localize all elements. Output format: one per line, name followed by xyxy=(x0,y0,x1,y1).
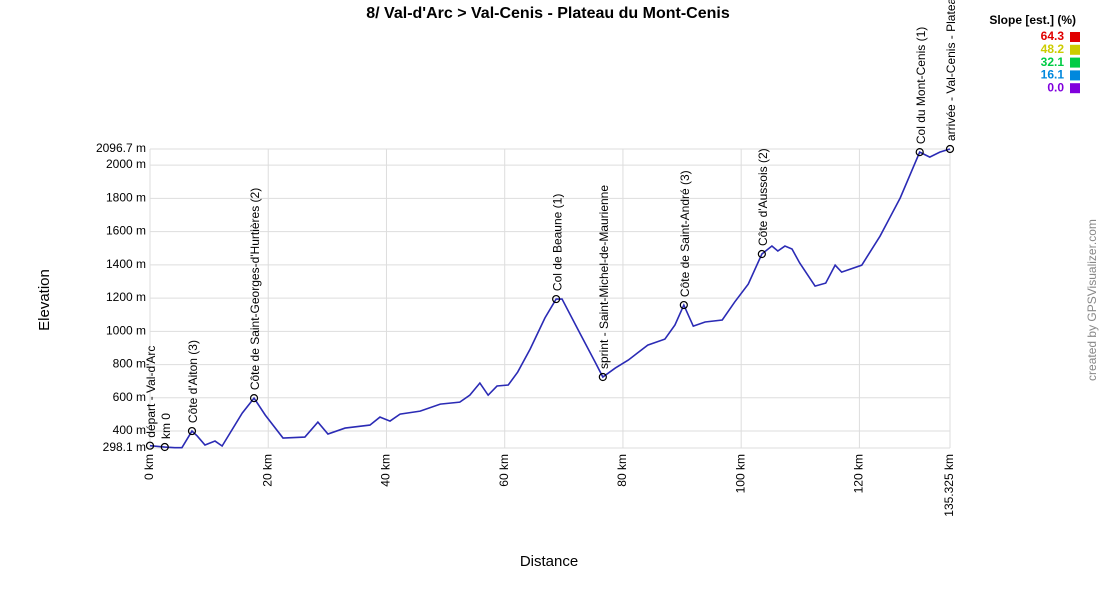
legend-swatch xyxy=(1070,83,1080,94)
y-tick-label: 2096.7 m xyxy=(96,141,146,155)
legend-label: 16.1 xyxy=(1041,68,1065,82)
x-tick-label: 100 km xyxy=(733,454,747,493)
legend-swatch xyxy=(1070,44,1080,55)
waypoint-marker xyxy=(757,249,766,259)
elevation-line xyxy=(149,148,951,449)
waypoint-label: sprint - Saint-Michel-de-Maurienne xyxy=(597,185,611,369)
credit: created by GPSVisualizer.com xyxy=(1085,219,1099,381)
x-tick-label: 135.325 km xyxy=(942,454,956,517)
waypoint-marker xyxy=(187,426,197,436)
y-tick-label: 1000 m xyxy=(106,323,146,337)
waypoint-label: Côte d'Aussois (2) xyxy=(756,148,770,246)
waypoint-label: arrivée - Val-Cenis - Plateau du Mont-Ce… xyxy=(944,0,958,141)
waypoint-marker xyxy=(249,394,259,403)
x-tick-label: 120 km xyxy=(852,454,866,493)
y-tick-label: 1400 m xyxy=(106,257,146,271)
waypoint-marker xyxy=(145,441,155,450)
x-tick-label: 0 km xyxy=(142,454,156,480)
y-tick-label: 800 m xyxy=(113,357,146,371)
legend-title: Slope [est.] (%) xyxy=(989,13,1076,27)
legend-label: 32.1 xyxy=(1041,55,1065,69)
y-tick-label: 1600 m xyxy=(106,224,146,238)
waypoint-marker xyxy=(915,148,924,157)
waypoint-label: départ - Val-d'Arc xyxy=(144,346,158,438)
waypoint-marker xyxy=(598,372,607,382)
waypoint-label: Côte de Saint-Georges-d'Hurtières (2) xyxy=(248,188,262,390)
waypoint-marker xyxy=(160,442,169,452)
waypoint-marker xyxy=(945,144,955,154)
legend-swatch xyxy=(1070,70,1080,81)
legend-label: 64.3 xyxy=(1041,29,1065,43)
y-tick-label: 600 m xyxy=(113,390,146,404)
waypoint-marker xyxy=(552,294,561,304)
x-tick-label: 20 km xyxy=(260,454,274,487)
x-axis-title: Distance xyxy=(520,553,578,570)
legend-swatch xyxy=(1070,32,1080,42)
legend-label: 0.0 xyxy=(1047,80,1064,94)
y-tick-label: 1200 m xyxy=(106,290,146,304)
waypoint-label: km 0 xyxy=(159,413,173,439)
y-tick-label: 1800 m xyxy=(106,190,146,204)
y-axis-title: Elevation xyxy=(36,269,53,331)
y-tick-label: 298.1 m xyxy=(103,440,146,454)
legend-swatch xyxy=(1070,57,1080,68)
legend-label: 48.2 xyxy=(1041,42,1065,56)
y-tick-label: 400 m xyxy=(113,423,146,437)
chart-title: 8/ Val-d'Arc > Val-Cenis - Plateau du Mo… xyxy=(366,5,730,22)
x-tick-label: 40 km xyxy=(379,454,393,487)
waypoint-label: Col du Mont-Cenis (1) xyxy=(914,27,928,144)
x-tick-label: 60 km xyxy=(497,454,511,487)
waypoint-label: Côte d'Aiton (3) xyxy=(186,340,200,423)
waypoint-marker xyxy=(679,300,688,310)
waypoint-label: Côte de Saint-André (3) xyxy=(678,170,692,297)
y-tick-label: 2000 m xyxy=(106,157,146,171)
waypoint-label: Col de Beaune (1) xyxy=(550,194,564,291)
x-tick-label: 80 km xyxy=(615,454,629,487)
